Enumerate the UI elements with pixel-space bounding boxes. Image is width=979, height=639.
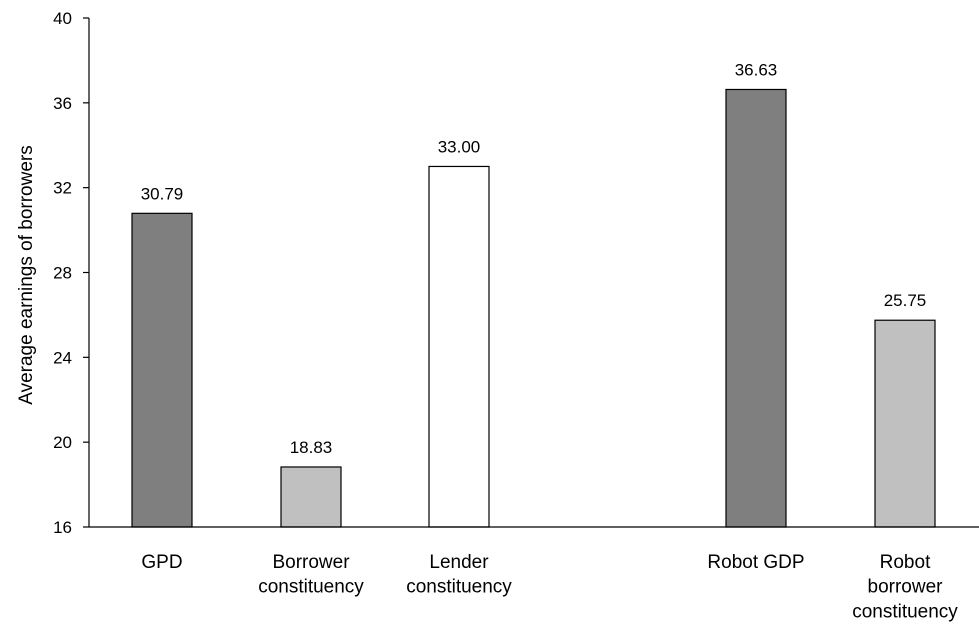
x-tick-label-1: GPD — [141, 552, 182, 573]
y-tick-label-40: 40 — [53, 9, 72, 28]
bar-5 — [874, 319, 936, 528]
bar-1 — [131, 212, 193, 528]
y-tick-label-28: 28 — [53, 264, 72, 283]
data-label-2: 18.83 — [290, 438, 333, 457]
bar-3 — [428, 165, 490, 528]
x-tick-label-4: Robot GDP — [707, 552, 804, 573]
y-tick-label-20: 20 — [53, 433, 72, 452]
x-tick-label-3: Lender constituency — [406, 552, 512, 598]
bar-4 — [725, 88, 787, 528]
bar-2 — [280, 466, 342, 528]
data-label-4: 36.63 — [735, 60, 778, 79]
data-label-1: 30.79 — [141, 184, 184, 203]
y-axis-label: Average earnings of borrowers — [16, 145, 37, 404]
data-label-5: 25.75 — [884, 291, 927, 310]
y-tick-label-24: 24 — [53, 348, 72, 367]
axes: 16 20 24 28 32 36 40 GPD Borrower constituency Len… — [53, 9, 979, 622]
y-tick-label-16: 16 — [53, 518, 72, 537]
x-tick-label-5: Robot borrower constituency — [852, 552, 958, 622]
bars: 30.79 18.83 33.00 36.63 25.75 — [131, 60, 936, 528]
x-tick-label-2: Borrower constituency — [258, 552, 364, 598]
y-tick-label-32: 32 — [53, 179, 72, 198]
data-label-3: 33.00 — [438, 137, 481, 156]
y-tick-label-36: 36 — [53, 94, 72, 113]
